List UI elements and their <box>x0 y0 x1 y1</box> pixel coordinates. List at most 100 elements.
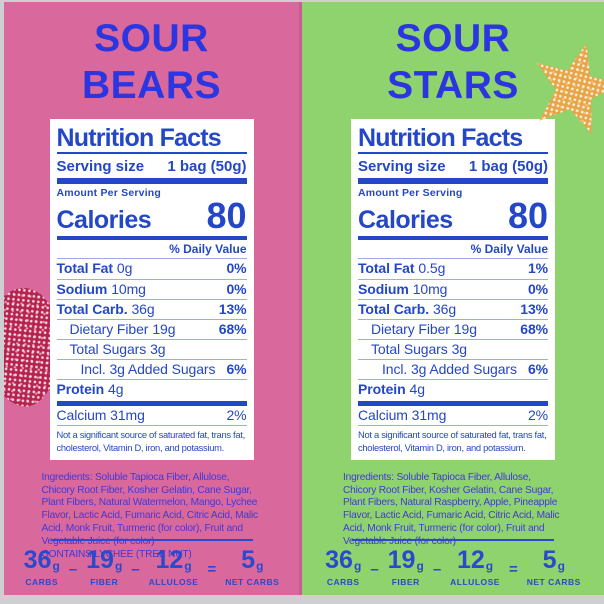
daily-value-header: % Daily Value <box>358 240 548 260</box>
nutrition-row-added-sugars: Incl. 3g Added Sugars 6% <box>56 360 247 381</box>
serving-size-row: Serving size 1 bag (50g) <box>57 154 247 178</box>
row-name: Protein <box>358 381 406 398</box>
title-line-2: STARS <box>387 64 519 107</box>
row-name: Total Carb. <box>358 300 429 317</box>
macro-value: 12 <box>456 546 485 574</box>
row-name: Sodium <box>358 280 409 297</box>
title-line-1: SOUR <box>395 17 511 60</box>
thick-divider <box>358 178 548 185</box>
row-value: 0.5g <box>418 260 446 277</box>
minus-sign: – <box>432 561 442 578</box>
equals-sign: = <box>207 561 217 578</box>
row-name: Dietary Fiber <box>371 320 450 337</box>
row-name: Total Sugars <box>69 340 147 357</box>
macro-label: CARBS <box>326 577 360 587</box>
row-value: 10mg <box>412 280 448 297</box>
nutrition-footnote: Not a significant source of saturated fa… <box>358 429 547 453</box>
row-pct: 6% <box>527 360 548 377</box>
macro-unit: g <box>353 559 362 573</box>
macro-label: NET CARBS <box>225 577 280 587</box>
row-name: Calcium 31mg <box>56 407 145 424</box>
row-value: 3g <box>150 340 166 357</box>
row-value: 36g <box>131 300 155 317</box>
macro-value: 19 <box>86 546 114 574</box>
row-name: Total Carb. <box>56 300 128 317</box>
nutrition-row-total-sugars: Total Sugars 3g <box>56 340 247 360</box>
nutrition-facts-title: Nutrition Facts <box>56 125 247 155</box>
row-value: 0g <box>116 260 133 277</box>
nutrition-row-dietary-fiber: Dietary Fiber 19g 68% <box>56 320 247 340</box>
sour-bears-panel: SOUR BEARS Nutrition Facts Serving size … <box>4 2 302 595</box>
macro-unit: g <box>52 559 60 573</box>
daily-value-header: % Daily Value <box>56 240 247 260</box>
row-name: Dietary Fiber <box>69 320 149 337</box>
minus-sign: – <box>370 561 379 578</box>
macro-label: ALLULOSE <box>450 577 500 587</box>
nutrition-row-total-fat: Total Fat 0g 0% <box>56 259 247 280</box>
row-pct: 1% <box>527 260 548 277</box>
macro-unit: g <box>557 559 565 573</box>
nutrition-row-added-sugars: Incl. 3g Added Sugars 6% <box>358 360 548 381</box>
row-value: 10mg <box>111 280 146 297</box>
macro-value: 36 <box>23 546 52 574</box>
medium-divider <box>358 236 548 241</box>
nutrition-footnote: Not a significant source of saturated fa… <box>56 429 246 453</box>
nutrition-facts-title: Nutrition Facts <box>358 125 548 155</box>
minus-sign: – <box>68 561 78 578</box>
equation-divider <box>352 539 554 541</box>
macro-unit: g <box>114 559 123 573</box>
calories-row: Calories 80 <box>358 198 548 236</box>
macro-unit: g <box>485 559 494 573</box>
macro-value: 12 <box>155 546 184 574</box>
medium-divider <box>56 236 247 241</box>
serving-size-value: 1 bag (50g) <box>468 158 548 176</box>
row-pct: 0% <box>226 260 247 277</box>
row-name: Incl. 3g Added Sugars <box>80 360 216 377</box>
equals-sign: = <box>508 561 518 578</box>
macro-allulose: 12g ALLULOSE <box>149 546 199 588</box>
nutrition-row-total-carb: Total Carb. 36g 13% <box>358 300 548 320</box>
row-name: Total Sugars <box>371 340 448 357</box>
macro-carbs: 36g CARBS <box>23 546 60 588</box>
row-value: 3g <box>451 340 467 357</box>
ingredients-text: Ingredients: Soluble Tapioca Fiber, Allu… <box>42 472 262 562</box>
nutrition-row-total-carb: Total Carb. 36g 13% <box>56 300 247 320</box>
macro-label: FIBER <box>90 577 119 587</box>
ingredients-list: Ingredients: Soluble Tapioca Fiber, Allu… <box>41 471 259 547</box>
amount-per-serving-label: Amount Per Serving <box>358 187 463 200</box>
row-name: Incl. 3g Added Sugars <box>382 360 517 377</box>
macro-value: 36 <box>325 546 353 574</box>
macro-label: NET CARBS <box>526 577 581 587</box>
row-value: 4g <box>108 381 124 398</box>
row-name: Calcium 31mg <box>358 407 447 424</box>
macro-unit: g <box>256 559 264 573</box>
row-pct: 2% <box>226 407 247 424</box>
nutrition-facts-panel: Nutrition Facts Serving size 1 bag (50g)… <box>49 119 254 460</box>
title-line-2: BEARS <box>81 64 222 107</box>
row-value: 19g <box>152 320 176 337</box>
row-pct: 68% <box>520 320 548 337</box>
row-name: Protein <box>56 381 105 398</box>
macro-unit: g <box>184 559 192 573</box>
calories-label: Calories <box>56 206 152 235</box>
serving-size-row: Serving size 1 bag (50g) <box>358 154 548 178</box>
net-carbs-equation: 36g CARBS – 19g FIBER – 12g ALLULOSE = 5… <box>4 539 299 587</box>
macro-net-carbs: 5g NET CARBS <box>225 548 280 588</box>
row-name: Total Fat <box>358 260 415 277</box>
thick-divider <box>358 401 548 407</box>
amount-per-serving-label: Amount Per Serving <box>56 187 162 200</box>
row-name: Sodium <box>56 280 108 297</box>
calories-value: 80 <box>206 195 247 237</box>
nutrition-row-calcium: Calcium 31mg 2% <box>358 406 548 427</box>
title-line-1: SOUR <box>94 17 209 60</box>
macro-unit: g <box>416 559 424 573</box>
serving-size-label: Serving size <box>56 158 145 176</box>
row-value: 4g <box>409 381 425 398</box>
nutrition-row-total-fat: Total Fat 0.5g 1% <box>358 259 548 280</box>
ingredients-list: Ingredients: Soluble Tapioca Fiber, Allu… <box>343 471 560 547</box>
macro-fiber: 19g FIBER <box>86 546 123 588</box>
macro-value: 19 <box>387 546 416 574</box>
equation-divider <box>50 539 253 541</box>
nutrition-facts-panel: Nutrition Facts Serving size 1 bag (50g)… <box>351 119 555 460</box>
